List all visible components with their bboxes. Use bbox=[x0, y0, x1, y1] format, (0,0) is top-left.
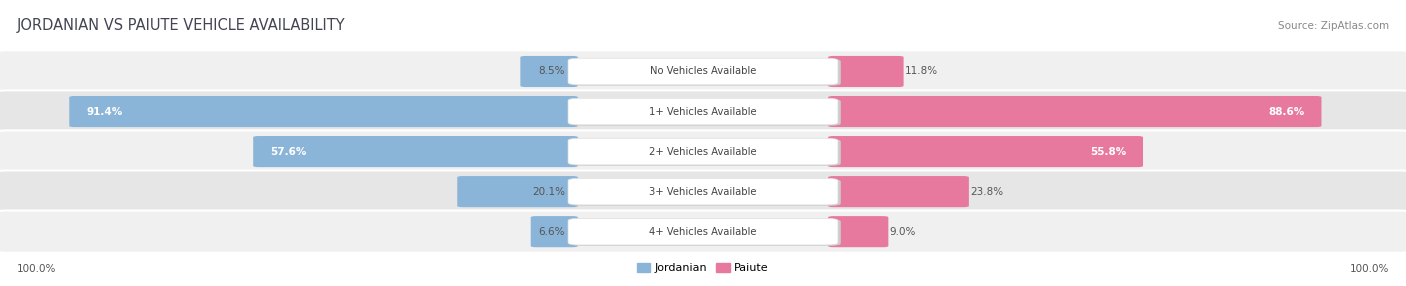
Text: 3+ Vehicles Available: 3+ Vehicles Available bbox=[650, 187, 756, 196]
Text: 88.6%: 88.6% bbox=[1268, 107, 1305, 116]
Text: 100.0%: 100.0% bbox=[17, 264, 56, 274]
Text: 23.8%: 23.8% bbox=[970, 187, 1004, 196]
FancyBboxPatch shape bbox=[0, 170, 1406, 213]
Text: 6.6%: 6.6% bbox=[538, 227, 565, 237]
FancyBboxPatch shape bbox=[828, 216, 889, 247]
Text: 11.8%: 11.8% bbox=[905, 67, 938, 76]
FancyBboxPatch shape bbox=[828, 56, 904, 87]
FancyBboxPatch shape bbox=[0, 90, 1406, 133]
FancyBboxPatch shape bbox=[0, 50, 1406, 93]
Text: 57.6%: 57.6% bbox=[270, 147, 307, 156]
FancyBboxPatch shape bbox=[253, 136, 578, 167]
Text: 91.4%: 91.4% bbox=[86, 107, 122, 116]
FancyBboxPatch shape bbox=[828, 96, 1322, 127]
Text: No Vehicles Available: No Vehicles Available bbox=[650, 67, 756, 76]
FancyBboxPatch shape bbox=[568, 98, 838, 125]
FancyBboxPatch shape bbox=[571, 59, 841, 86]
Text: 9.0%: 9.0% bbox=[890, 227, 917, 237]
FancyBboxPatch shape bbox=[571, 219, 841, 246]
FancyBboxPatch shape bbox=[568, 219, 838, 245]
FancyBboxPatch shape bbox=[828, 176, 969, 207]
FancyBboxPatch shape bbox=[568, 178, 838, 205]
Text: 100.0%: 100.0% bbox=[1350, 264, 1389, 274]
FancyBboxPatch shape bbox=[69, 96, 578, 127]
Text: 2+ Vehicles Available: 2+ Vehicles Available bbox=[650, 147, 756, 156]
FancyBboxPatch shape bbox=[0, 130, 1406, 173]
FancyBboxPatch shape bbox=[571, 139, 841, 166]
Text: 55.8%: 55.8% bbox=[1090, 147, 1126, 156]
FancyBboxPatch shape bbox=[568, 58, 838, 85]
FancyBboxPatch shape bbox=[457, 176, 578, 207]
FancyBboxPatch shape bbox=[568, 138, 838, 165]
Text: 1+ Vehicles Available: 1+ Vehicles Available bbox=[650, 107, 756, 116]
Text: 4+ Vehicles Available: 4+ Vehicles Available bbox=[650, 227, 756, 237]
Text: JORDANIAN VS PAIUTE VEHICLE AVAILABILITY: JORDANIAN VS PAIUTE VEHICLE AVAILABILITY bbox=[17, 18, 346, 33]
FancyBboxPatch shape bbox=[828, 136, 1143, 167]
Text: 8.5%: 8.5% bbox=[538, 67, 565, 76]
FancyBboxPatch shape bbox=[530, 216, 578, 247]
FancyBboxPatch shape bbox=[571, 99, 841, 126]
FancyBboxPatch shape bbox=[520, 56, 578, 87]
Text: 20.1%: 20.1% bbox=[533, 187, 565, 196]
Text: Source: ZipAtlas.com: Source: ZipAtlas.com bbox=[1278, 21, 1389, 31]
Legend: Jordanian, Paiute: Jordanian, Paiute bbox=[633, 258, 773, 278]
FancyBboxPatch shape bbox=[0, 210, 1406, 253]
FancyBboxPatch shape bbox=[571, 179, 841, 206]
